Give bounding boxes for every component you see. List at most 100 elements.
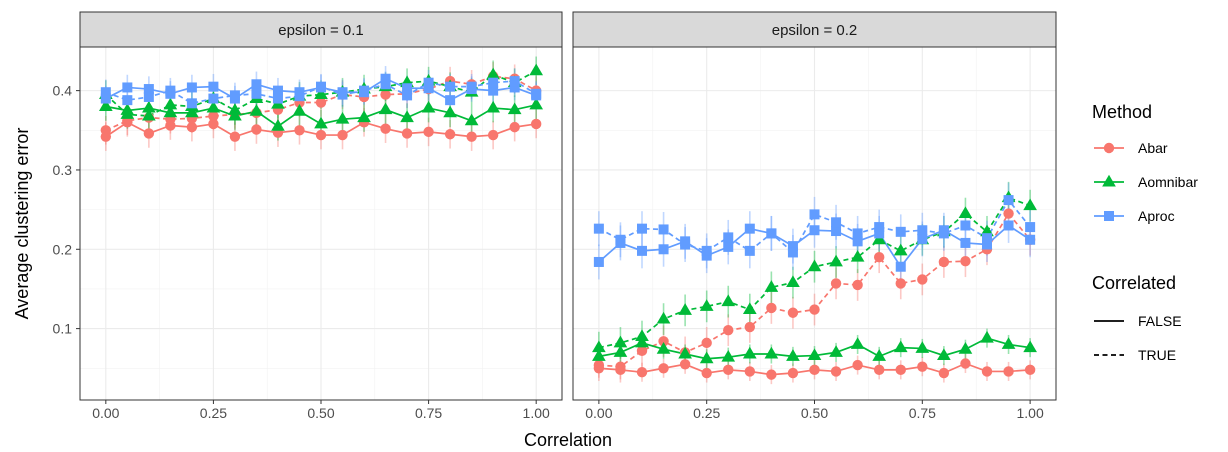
point-aomnibar — [699, 299, 714, 311]
point-aproc — [100, 93, 111, 104]
point-aomnibar — [378, 102, 393, 115]
legend-label-aomnibar: Aomnibar — [1138, 174, 1198, 190]
point-aproc — [272, 93, 283, 104]
x-tick-label: 0.50 — [307, 405, 334, 421]
point-abar — [960, 255, 971, 267]
point-abar — [809, 304, 820, 315]
point-aproc — [982, 233, 992, 244]
point-abar — [895, 364, 906, 376]
point-aomnibar — [529, 63, 544, 76]
point-aproc — [509, 82, 520, 93]
point-abar — [701, 367, 712, 379]
point-aproc — [143, 84, 154, 95]
y-tick-label: 0.2 — [53, 241, 73, 257]
point-aomnibar — [850, 337, 865, 349]
point-aomnibar — [1023, 198, 1037, 211]
point-aomnibar — [486, 100, 500, 113]
y-tick-label: 0.3 — [53, 162, 73, 178]
point-aproc — [766, 228, 777, 239]
point-aproc — [960, 237, 971, 248]
point-aomnibar — [807, 348, 822, 361]
point-abar — [960, 358, 971, 369]
point-aproc — [423, 77, 434, 88]
point-abar — [466, 131, 477, 142]
point-aomnibar — [656, 311, 671, 324]
point-aproc — [701, 245, 712, 256]
point-aproc — [895, 261, 906, 272]
point-aproc — [852, 236, 863, 247]
point-aproc — [423, 83, 434, 94]
point-aomnibar — [249, 104, 264, 116]
legend: Method Abar Aomnibar Aproc Correlated FALS… — [1092, 102, 1198, 363]
point-abar — [981, 366, 993, 377]
point-aomnibar — [893, 243, 908, 256]
point-aproc — [316, 81, 326, 92]
point-abar — [380, 123, 391, 134]
point-abar — [636, 345, 648, 357]
point-aomnibar — [1023, 340, 1037, 353]
point-abar — [1003, 366, 1014, 377]
legend-label-true: TRUE — [1138, 347, 1176, 363]
point-aproc — [380, 73, 391, 84]
point-aproc — [402, 83, 413, 94]
point-abar — [873, 252, 885, 263]
point-abar — [873, 364, 885, 376]
point-abar — [380, 89, 391, 100]
point-abar — [723, 324, 734, 336]
point-aomnibar — [486, 67, 500, 80]
point-aomnibar — [507, 102, 522, 115]
point-aomnibar — [400, 110, 414, 123]
point-aomnibar — [764, 280, 779, 292]
point-aproc — [658, 244, 669, 255]
point-aproc — [1025, 222, 1036, 233]
point-aproc — [637, 245, 647, 256]
x-tick-label: 0.25 — [200, 405, 227, 421]
point-aproc — [122, 95, 133, 106]
point-aproc — [874, 228, 885, 239]
point-aproc — [165, 85, 176, 96]
point-aomnibar — [529, 97, 544, 110]
point-aomnibar — [185, 105, 199, 118]
panel-epsilon-0-2: epsilon = 0.2 — [572, 11, 1057, 401]
point-aomnibar — [937, 348, 951, 361]
point-aproc — [723, 241, 734, 252]
point-abar — [917, 361, 928, 372]
point-aproc — [831, 217, 842, 228]
point-aomnibar — [271, 119, 285, 131]
point-abar — [744, 321, 756, 333]
point-aomnibar — [357, 110, 371, 123]
point-aproc — [680, 239, 691, 250]
point-aproc — [488, 77, 499, 88]
point-aproc — [402, 90, 413, 101]
y-axis: 0.1 0.2 0.3 0.4 — [53, 83, 80, 337]
point-aomnibar — [613, 345, 628, 357]
point-aproc — [593, 256, 604, 267]
point-aomnibar — [958, 206, 973, 219]
strip-label: epsilon = 0.1 — [278, 22, 363, 39]
point-aomnibar — [699, 351, 714, 364]
point-aomnibar — [443, 105, 457, 118]
y-tick-label: 0.4 — [53, 83, 73, 99]
point-aproc — [359, 85, 370, 96]
point-aproc — [466, 81, 477, 92]
x-axis-title: Correlation — [524, 430, 612, 450]
point-aomnibar — [314, 87, 328, 100]
point-aproc — [445, 95, 456, 106]
point-aomnibar — [721, 294, 736, 307]
point-aproc — [122, 82, 133, 93]
y-axis-title: Average clustering error — [12, 128, 32, 320]
point-aomnibar — [120, 107, 135, 119]
point-abar — [723, 364, 734, 376]
point-aomnibar — [635, 329, 649, 342]
point-aproc — [938, 228, 949, 239]
point-aproc — [917, 225, 928, 236]
point-aomnibar — [656, 342, 671, 354]
point-abar — [530, 118, 542, 130]
point-aomnibar — [163, 105, 178, 118]
point-abar — [423, 126, 434, 138]
point-abar — [1024, 364, 1036, 376]
point-aomnibar — [829, 254, 843, 267]
point-aomnibar — [292, 104, 307, 116]
point-abar — [895, 278, 906, 289]
